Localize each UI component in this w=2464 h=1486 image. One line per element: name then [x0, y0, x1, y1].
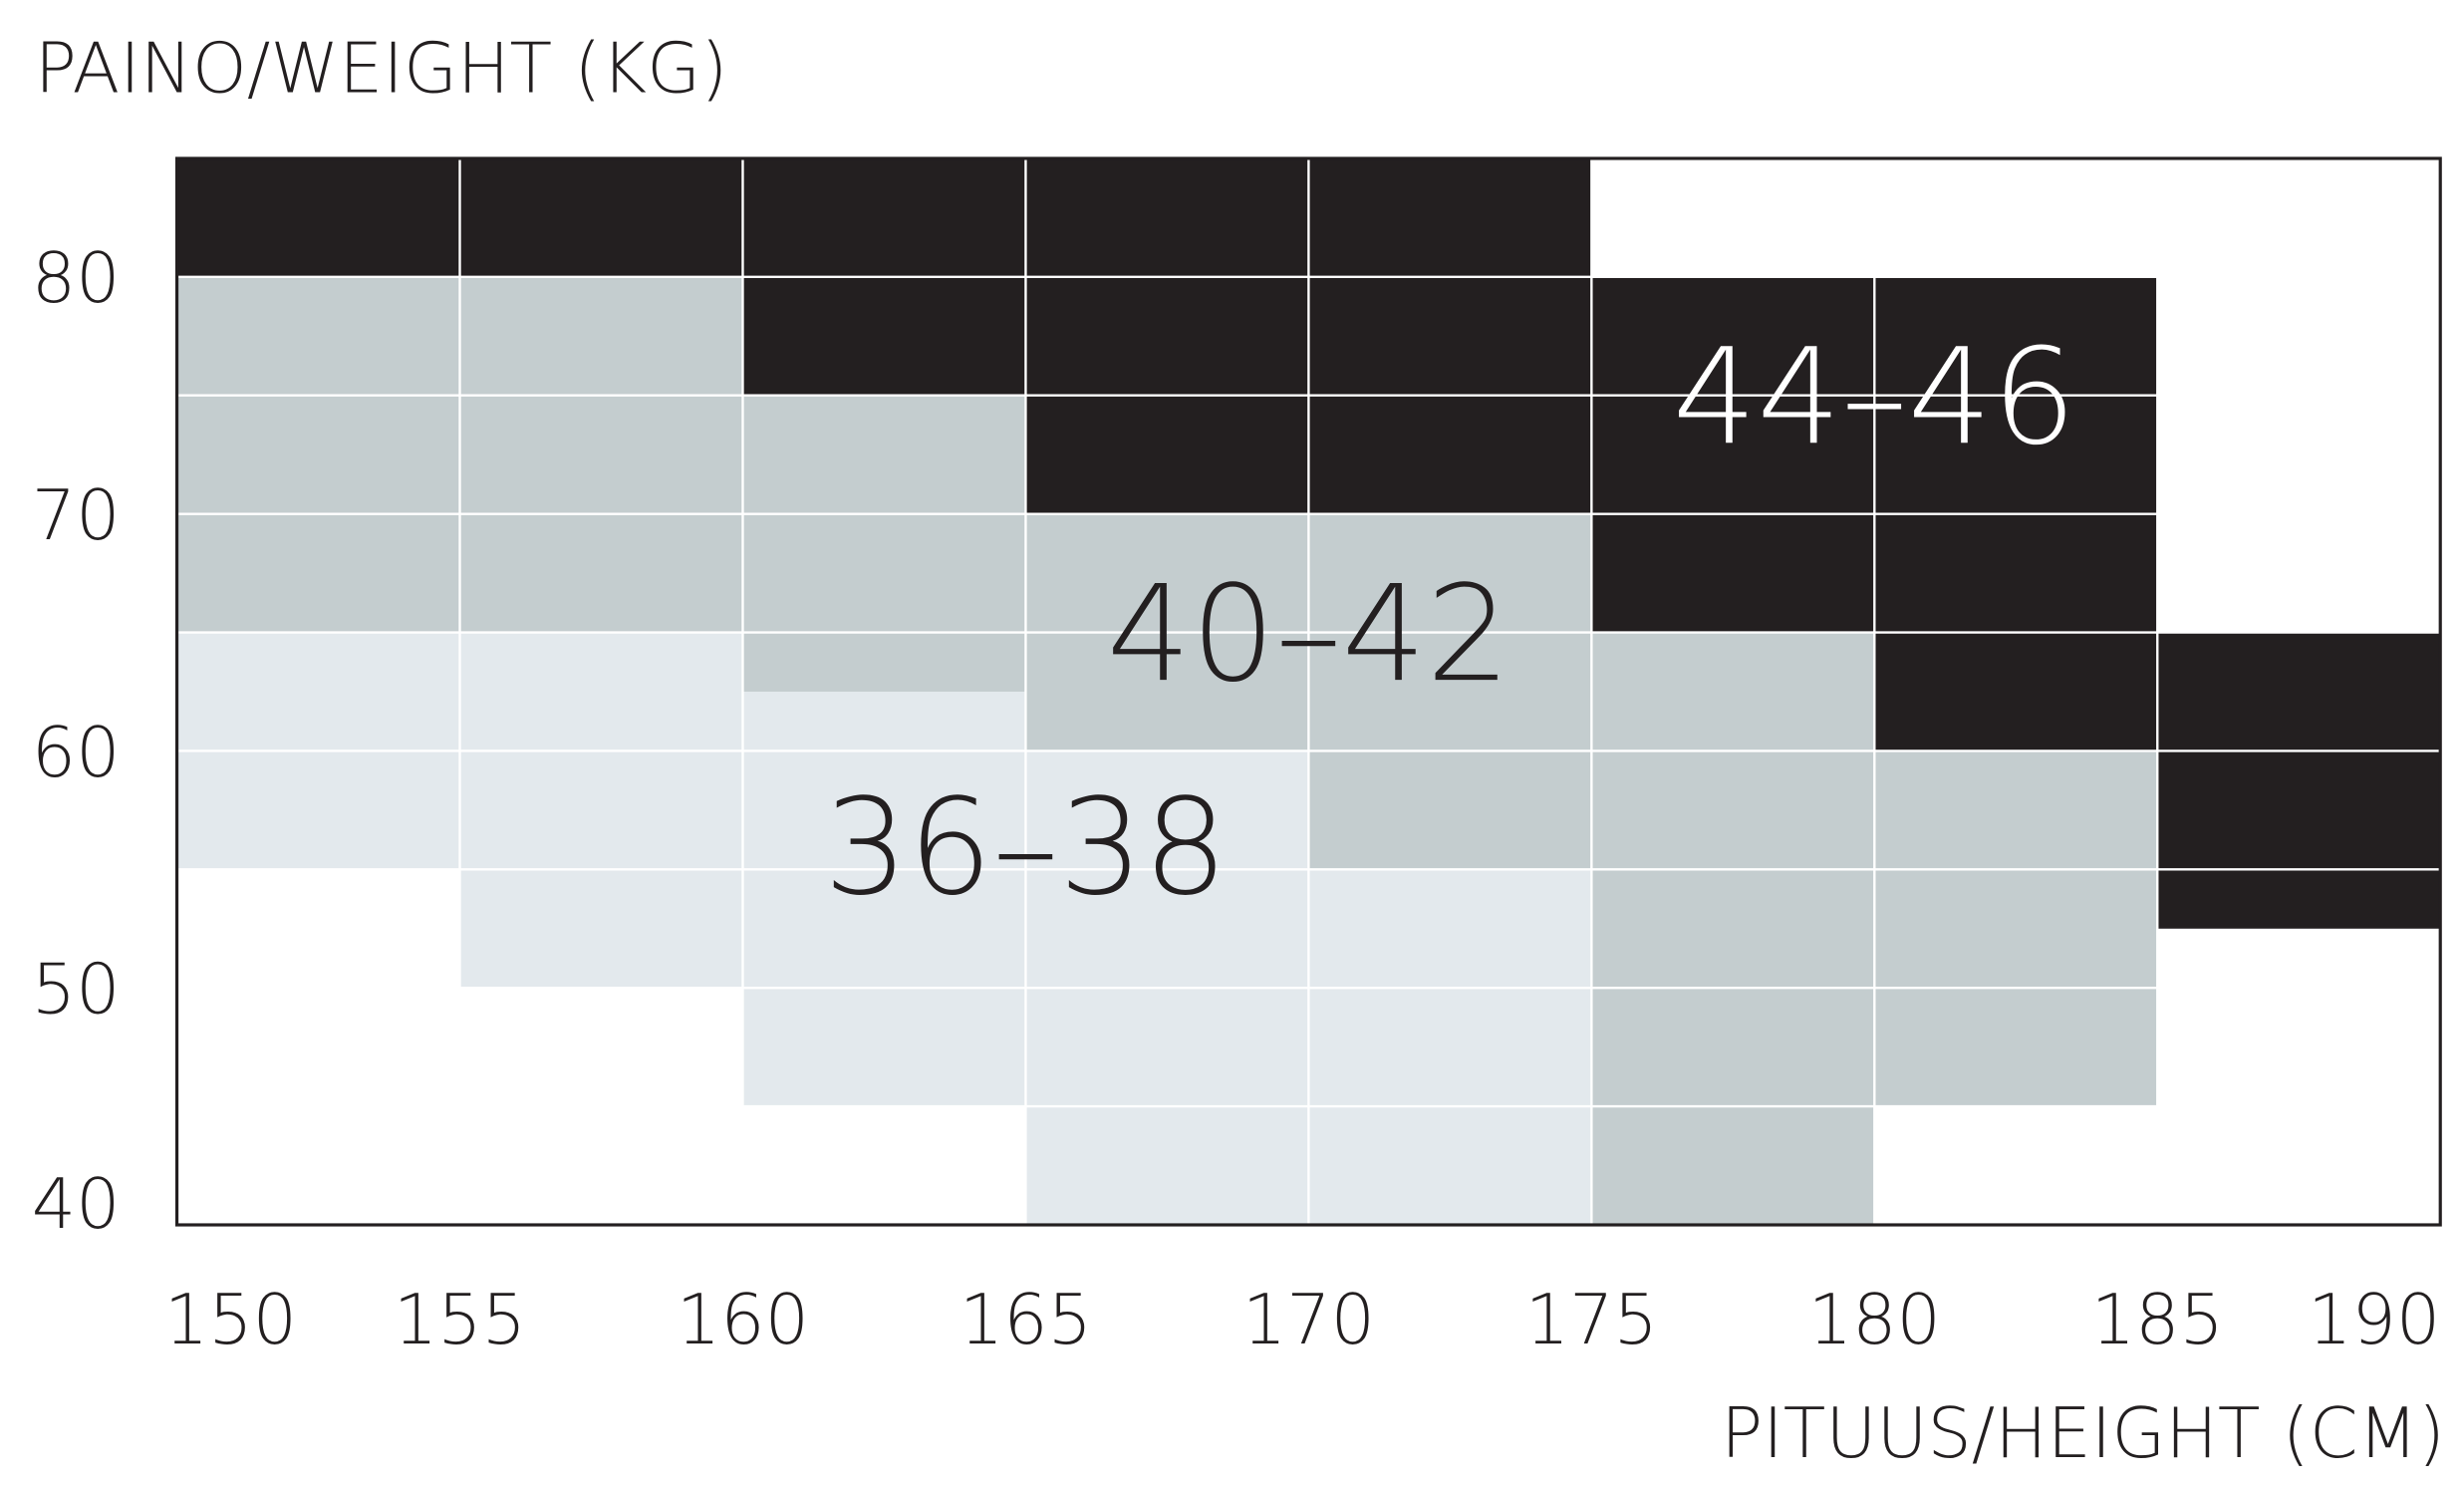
size-region-cell: [1025, 157, 1309, 514]
size-region-cell: [459, 276, 743, 633]
size-region-cell: [2157, 632, 2441, 929]
y-axis-title: PAINO/WEIGHT (KG): [35, 28, 728, 109]
size-region-cell: [459, 157, 743, 277]
x-tick-label: 180: [1808, 1280, 1941, 1360]
size-region-cell: [1591, 632, 1875, 1226]
region-label: 44–46: [1673, 320, 2076, 474]
x-tick-label: 190: [2308, 1280, 2440, 1360]
region-label: 36–38: [824, 770, 1228, 925]
size-region-cell: [742, 395, 1026, 692]
x-axis-title: PITUUS/HEIGHT (CM): [1721, 1393, 2445, 1474]
x-tick-label: 155: [394, 1280, 526, 1360]
y-tick-label: 50: [32, 950, 121, 1031]
y-tick-label: 60: [32, 713, 121, 793]
x-tick-label: 150: [164, 1280, 297, 1360]
size-region-cell: [1308, 157, 1592, 514]
size-region-cell: [1308, 513, 1592, 870]
y-tick-label: 40: [32, 1164, 121, 1245]
plot-border: [174, 156, 2442, 1227]
size-region-cell: [1591, 276, 1875, 633]
size-region-cell: [1874, 750, 2158, 1107]
x-tick-label: 185: [2091, 1280, 2224, 1360]
x-tick-label: 170: [1242, 1280, 1375, 1360]
size-region-cell: [176, 276, 460, 633]
y-tick-label: 70: [32, 475, 121, 556]
size-region-cell: [459, 632, 743, 989]
size-region-cell: [1308, 869, 1592, 1226]
size-region-cell: [176, 157, 460, 277]
x-tick-label: 160: [677, 1280, 809, 1360]
region-label: 40–42: [1107, 557, 1510, 712]
x-tick-label: 175: [1525, 1280, 1658, 1360]
size-region-cell: [742, 691, 1026, 1107]
x-tick-label: 165: [959, 1280, 1092, 1360]
y-tick-label: 80: [32, 238, 121, 319]
